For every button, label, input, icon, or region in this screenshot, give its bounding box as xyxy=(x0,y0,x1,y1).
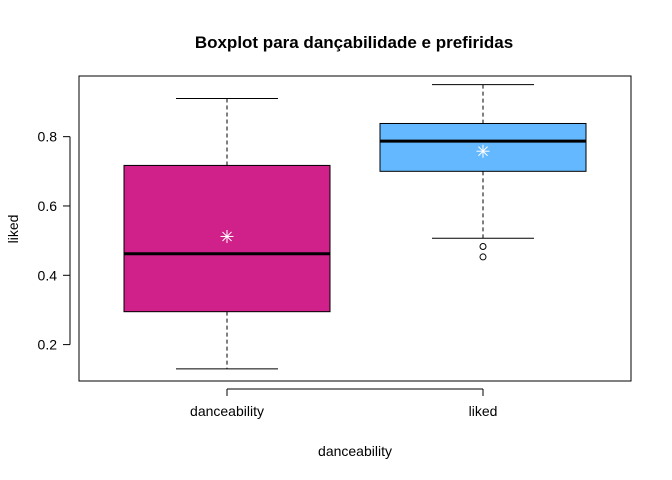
box-group-danceability xyxy=(123,98,331,370)
y-axis: 0.2 0.4 0.6 0.8 xyxy=(38,129,71,353)
plot-area-frame xyxy=(78,75,632,382)
y-tick-label: 0.4 xyxy=(38,267,58,283)
mean-marker-stroke xyxy=(222,231,232,242)
mean-marker-stroke xyxy=(478,146,488,157)
chart-title: Boxplot para dançabilidade e prefiridas xyxy=(195,33,513,52)
x-tick-label: liked xyxy=(469,403,498,419)
boxes-layer xyxy=(123,84,587,370)
outlier-point xyxy=(479,243,487,251)
y-tick-label: 0.8 xyxy=(38,129,58,145)
box-group-liked xyxy=(379,84,587,261)
x-tick-label: danceability xyxy=(190,403,264,419)
x-axis-label: danceability xyxy=(318,443,392,459)
y-axis-label: liked xyxy=(5,215,21,244)
outlier-point xyxy=(479,253,487,261)
x-axis: danceability liked xyxy=(190,388,498,419)
mean-marker xyxy=(220,229,234,243)
mean-marker xyxy=(476,144,490,158)
y-tick-label: 0.2 xyxy=(38,337,58,353)
y-tick-label: 0.6 xyxy=(38,198,58,214)
